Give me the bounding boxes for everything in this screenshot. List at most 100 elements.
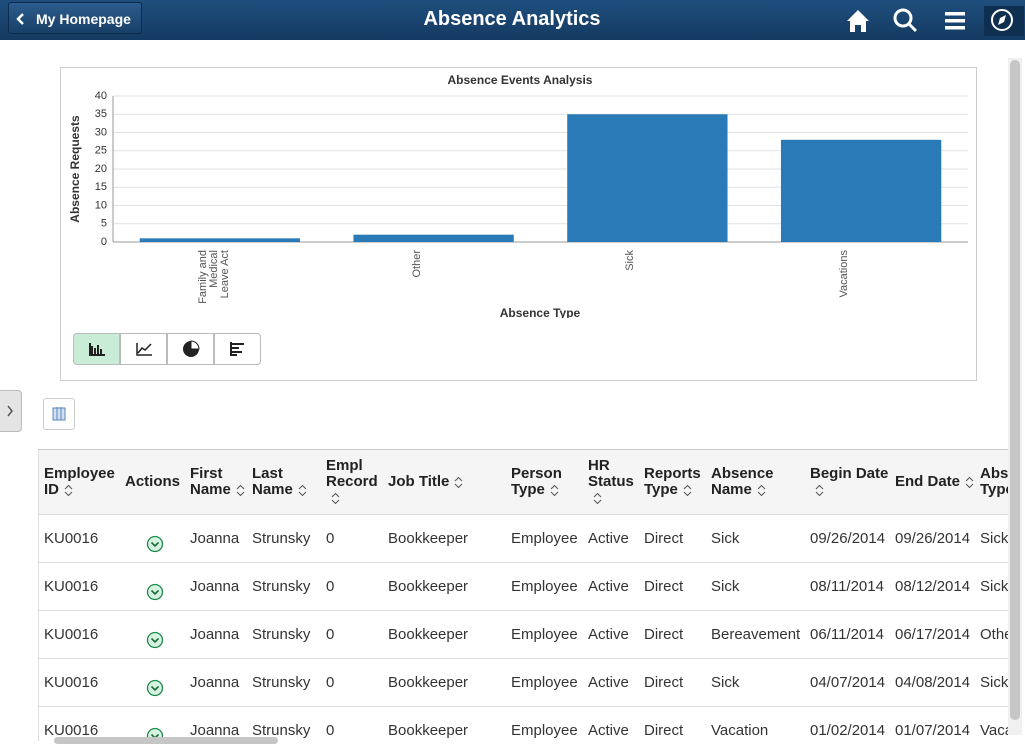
table-cell: Employee (511, 674, 578, 691)
column-header: Reports Type (639, 450, 706, 514)
chart: Absence Events Analysis Absence Requests… (68, 73, 968, 320)
table-cell: 0 (326, 578, 335, 595)
pivot-options-button[interactable] (43, 398, 75, 430)
column-header-label: Actions (125, 473, 181, 490)
table-cell: Bereavement (711, 626, 801, 643)
sort-icon[interactable] (592, 492, 603, 505)
column-header-label: Employee ID (44, 465, 115, 498)
column-header: Begin Date (805, 450, 890, 514)
table-cell: Direct (644, 722, 684, 739)
page-title: Absence Analytics (423, 8, 601, 30)
table-header-row: Employee ID Actions First Name Last Name Emp… (39, 450, 1008, 515)
hbar-chart-button[interactable] (214, 333, 261, 365)
y-tick-label: 35 (95, 108, 107, 120)
table-cell: 06/17/2014 (895, 626, 971, 643)
table-cell: Strunsky (252, 626, 311, 643)
sort-icon[interactable] (549, 484, 560, 497)
column-header-label: Begin Date (810, 465, 889, 482)
bar-chart-button[interactable] (73, 333, 120, 365)
sort-icon[interactable] (814, 484, 825, 497)
bar (139, 238, 301, 242)
column-header: Job Title (383, 450, 506, 514)
sort-icon[interactable] (235, 484, 246, 497)
pivot-icon (52, 407, 66, 421)
x-tick-label: Other (410, 250, 423, 278)
column-header: Employee ID (39, 450, 120, 514)
column-header-content: Actions (125, 474, 180, 490)
table-cell: 04/08/2014 (895, 674, 971, 691)
column-header-content: End Date (895, 474, 975, 490)
sort-icon[interactable] (682, 484, 693, 497)
sort-icon[interactable] (453, 476, 464, 489)
column-header-content: Employee ID (44, 466, 120, 498)
search-icon[interactable] (893, 8, 918, 33)
table-row: KU0016 Joanna Strunsky 0 Bookkeeper Employee A… (39, 659, 1008, 707)
sort-icon[interactable] (756, 484, 767, 497)
column-header-label: Job Title (388, 473, 450, 490)
table-cell: Employee (511, 722, 578, 739)
table-cell: 0 (326, 530, 335, 547)
sort-icon[interactable] (63, 484, 74, 497)
table-cell: 08/12/2014 (895, 578, 971, 595)
bar (780, 139, 942, 242)
table-cell: Active (588, 674, 629, 691)
column-header-content: Absence Name (711, 466, 805, 498)
back-button[interactable]: My Homepage (8, 2, 142, 34)
column-header: Absence Type (975, 450, 1008, 514)
vertical-scrollbar[interactable] (1008, 58, 1022, 735)
column-header-content: HR Status (588, 458, 639, 506)
table-cell: Strunsky (252, 578, 311, 595)
column-header: First Name (185, 450, 247, 514)
column-header-content: Person Type (511, 466, 583, 498)
sort-icon[interactable] (330, 492, 341, 505)
table-cell: Direct (644, 578, 684, 595)
table-cell: Sick (711, 530, 740, 547)
actions-button[interactable] (146, 679, 164, 697)
table-cell: Active (588, 578, 629, 595)
x-tick-label: Vacations (838, 250, 851, 298)
column-header-label: HR Status (588, 457, 634, 490)
y-tick-label: 25 (95, 145, 107, 157)
table-cell: Strunsky (252, 722, 311, 739)
column-header-label: Absence Name (711, 465, 774, 498)
side-panel-toggle[interactable] (0, 390, 22, 432)
actions-button[interactable] (146, 631, 164, 649)
column-header-label: Empl Record (326, 457, 378, 490)
table-cell: Bookkeeper (388, 530, 469, 547)
pie-chart-button[interactable] (167, 333, 214, 365)
actions-cell (120, 563, 185, 610)
y-tick-label: 30 (95, 126, 107, 138)
table-cell: Active (588, 722, 629, 739)
actions-cell (120, 611, 185, 658)
bar-icon (89, 343, 105, 356)
line-chart-button[interactable] (120, 333, 167, 365)
actions-button[interactable] (146, 583, 164, 601)
table-cell: 04/07/2014 (810, 674, 886, 691)
menu-icon[interactable] (945, 12, 965, 30)
column-header-content: First Name (190, 466, 247, 498)
table-cell: Joanna (190, 530, 240, 547)
column-header-content: Job Title (388, 474, 464, 490)
column-header-content: Last Name (252, 466, 321, 498)
table-cell: 01/02/2014 (810, 722, 886, 739)
table-cell: Bookkeeper (388, 626, 469, 643)
home-icon[interactable] (847, 10, 869, 32)
y-axis-label: Absence Requests (68, 115, 82, 223)
actions-button[interactable] (146, 535, 164, 553)
column-header-content: Reports Type (644, 466, 706, 498)
column-header-label: Absence Type (980, 465, 1008, 498)
table-cell: Direct (644, 674, 684, 691)
column-header-content: Begin Date (810, 466, 890, 498)
sort-icon[interactable] (964, 476, 975, 489)
table-cell: KU0016 (44, 626, 99, 643)
horizontal-scrollbar[interactable] (54, 737, 278, 744)
column-header: End Date (890, 450, 975, 514)
table-row: KU0016 Joanna Strunsky 0 Bookkeeper Employee A… (39, 563, 1008, 611)
column-header-content: Absence Type (980, 466, 1008, 498)
actions-cell (120, 707, 185, 741)
y-tick-label: 5 (101, 218, 107, 230)
column-header-label: End Date (895, 473, 961, 490)
navbar-icon[interactable] (991, 9, 1013, 31)
sort-icon[interactable] (297, 484, 308, 497)
